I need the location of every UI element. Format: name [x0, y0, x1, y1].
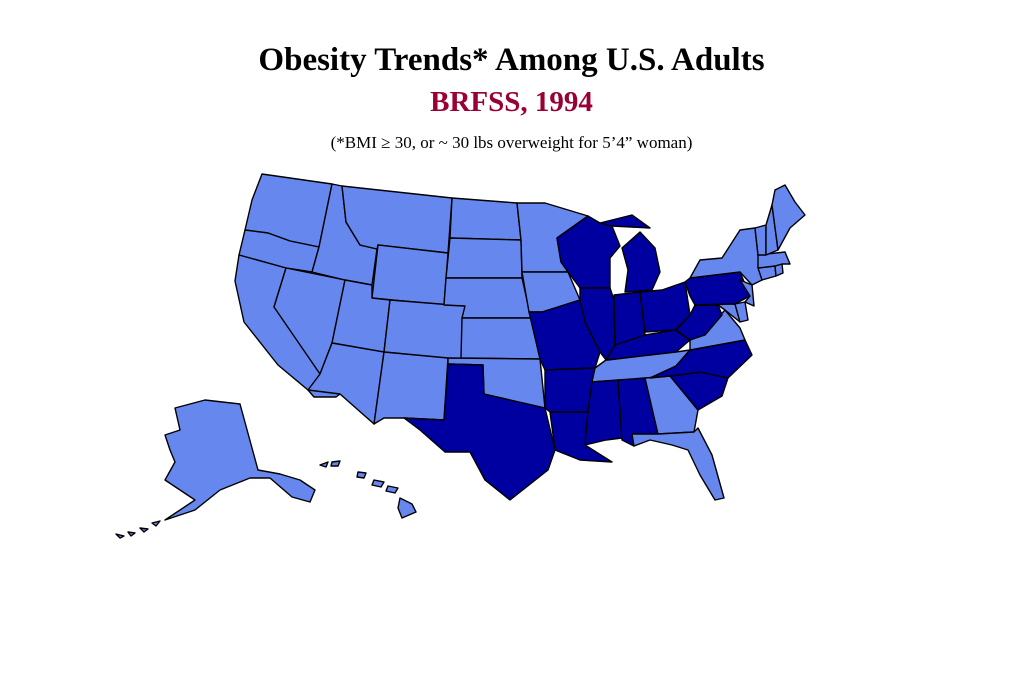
state-MI	[599, 214, 661, 293]
state-NJ	[739, 279, 755, 307]
state-ME	[771, 184, 806, 251]
state-WY	[371, 244, 449, 306]
state-MD	[694, 303, 741, 323]
state-MT	[341, 185, 453, 254]
state-MA	[757, 251, 791, 269]
state-NM	[373, 351, 449, 425]
state-HI	[319, 460, 417, 519]
state-AR	[544, 367, 596, 413]
state-CO	[383, 299, 466, 361]
state-AK	[164, 399, 316, 521]
state-SD	[445, 237, 523, 279]
state-DE	[734, 301, 749, 323]
map-title: Obesity Trends* Among U.S. Adults	[258, 42, 765, 78]
bmi-footnote: (*BMI ≥ 30, or ~ 30 lbs overweight for 5…	[330, 133, 693, 152]
state-MS	[584, 379, 623, 446]
state-AK-islands	[115, 520, 161, 539]
state-WV	[675, 304, 723, 341]
state-TX	[403, 363, 556, 501]
map-subtitle: BRFSS, 1994	[430, 86, 593, 118]
state-ND	[449, 197, 522, 241]
state-KS	[460, 317, 541, 360]
state-WI	[556, 215, 621, 289]
state-FL	[631, 427, 725, 501]
